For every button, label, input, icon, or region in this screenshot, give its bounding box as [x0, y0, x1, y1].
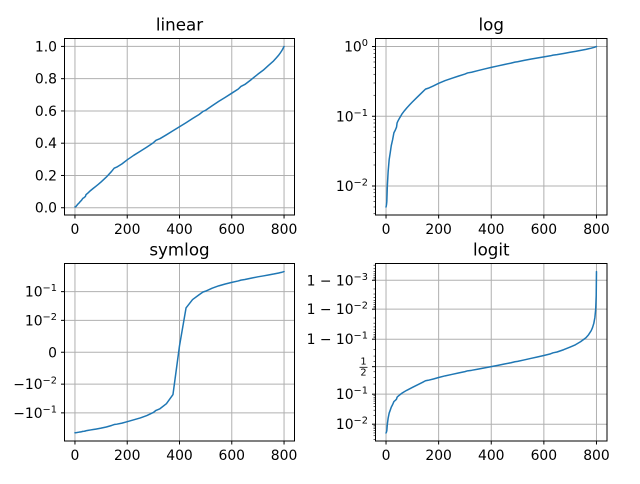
x-tick-label: 800 [271, 448, 298, 464]
y-minor-ticks [373, 264, 376, 440]
y-tick-label: 0 [48, 345, 57, 361]
y-tick-label: 0.2 [35, 168, 57, 184]
x-tick-label: 0 [382, 222, 391, 238]
y-tick-label: 10−1 [336, 386, 368, 404]
x-tick-label: 600 [219, 448, 246, 464]
axes-log: 0 200 400 600 800 100 10−1 10−2 log [336, 15, 610, 239]
y-tick-label: 1 − 10−2 [307, 301, 368, 319]
y-tick-label: 100 [344, 38, 368, 56]
x-tick-label: 400 [166, 222, 193, 238]
x-tick-label: 600 [219, 222, 246, 238]
y-tick-label: 10−2 [336, 177, 368, 195]
axes-title-log: log [479, 15, 504, 35]
y-tick-label: 10−2 [25, 312, 57, 330]
axes-title-linear: linear [156, 15, 203, 35]
grid [64, 263, 295, 441]
axes-symlog: 0 200 400 600 800 10−1 10−2 0 −10−2 −10−1 symlog [13, 240, 297, 465]
x-tick-label: 0 [382, 448, 391, 464]
y-axis: 1 − 10−3 1 − 10−2 1 − 10−1 12 10−1 10−2 [307, 272, 376, 433]
y-axis: 100 10−1 10−2 [336, 38, 376, 195]
y-tick-label: −10−2 [13, 376, 57, 394]
x-tick-label: 400 [478, 448, 505, 464]
axes-title-logit: logit [473, 240, 510, 260]
y-tick-label: 0.0 [35, 201, 57, 217]
data-line-symlog [74, 270, 285, 434]
y-axis: 10−1 10−2 0 −10−2 −10−1 [13, 283, 65, 422]
y-tick-label: 0.6 [35, 104, 57, 120]
data-line-logit [385, 270, 598, 434]
svg-text:1: 1 [360, 357, 366, 368]
x-tick-label: 600 [531, 222, 558, 238]
grid [375, 38, 607, 215]
x-tick-label: 0 [71, 222, 80, 238]
y-tick-label: −10−1 [13, 404, 57, 422]
y-tick-label: 1 − 10−3 [307, 272, 368, 290]
x-tick-label: 800 [271, 222, 298, 238]
x-tick-label: 800 [583, 222, 610, 238]
y-axis: 0.0 0.2 0.4 0.6 0.8 1.0 [35, 39, 65, 217]
x-tick-label: 200 [114, 448, 141, 464]
y-tick-label: 10−1 [336, 108, 368, 126]
x-tick-label: 200 [425, 448, 452, 464]
x-axis: 0 200 400 600 800 [382, 441, 610, 464]
x-tick-label: 400 [166, 448, 193, 464]
y-tick-label-one-half: 12 [359, 357, 368, 379]
y-tick-label: 10−1 [25, 283, 57, 301]
x-tick-label: 600 [531, 448, 558, 464]
data-line-log [385, 45, 598, 208]
x-tick-label: 0 [71, 448, 80, 464]
svg-text:2: 2 [360, 368, 366, 379]
y-tick-label: 1 − 10−1 [307, 331, 368, 349]
axes-title-symlog: symlog [149, 240, 209, 260]
x-tick-label: 400 [478, 222, 505, 238]
axes-linear: 0 200 400 600 800 0.0 0.2 0.4 0.6 0.8 1.0 linear [35, 15, 297, 239]
x-tick-label: 800 [583, 448, 610, 464]
x-axis: 0 200 400 600 800 [382, 215, 610, 238]
x-tick-label: 200 [114, 222, 141, 238]
grid [375, 263, 607, 441]
y-tick-label: 10−2 [336, 416, 368, 434]
y-tick-label: 1.0 [35, 39, 57, 55]
x-axis: 0 200 400 600 800 [71, 441, 298, 464]
x-axis: 0 200 400 600 800 [71, 215, 298, 238]
y-tick-label: 0.4 [35, 136, 57, 152]
data-line-linear [74, 45, 285, 208]
x-tick-label: 200 [425, 222, 452, 238]
y-tick-label: 0.8 [35, 72, 57, 88]
y-minor-ticks [373, 49, 376, 215]
